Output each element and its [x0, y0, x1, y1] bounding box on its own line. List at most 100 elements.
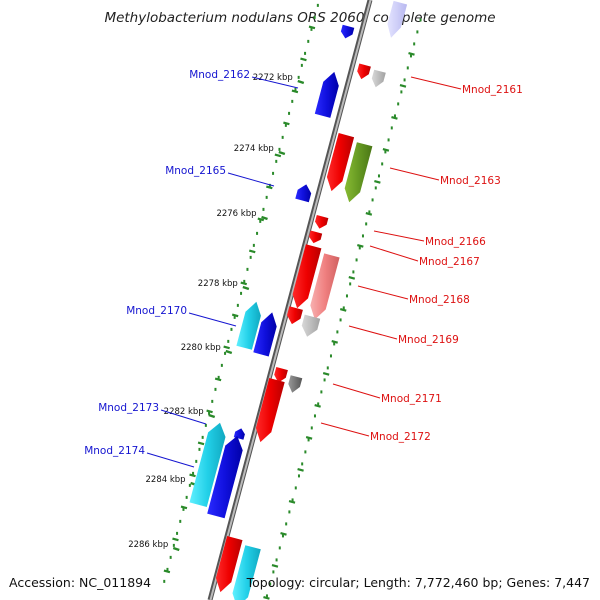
rail-dot [243, 279, 246, 283]
gene-arrow-mnod-2168[interactable] [310, 253, 340, 320]
rail-dot [269, 582, 272, 586]
gene-arrow-mnod-2163a[interactable] [326, 133, 355, 192]
rail-dot [227, 339, 230, 343]
gene-label-right[interactable]: Mnod_2166 [425, 236, 486, 248]
rail-dot [288, 510, 291, 514]
rail-dot [371, 198, 374, 202]
gene-features [189, 0, 408, 600]
gene-label-right[interactable]: Mnod_2167 [419, 256, 480, 268]
rail-dot [240, 291, 243, 295]
rail-dot [188, 483, 191, 487]
rail-dot [278, 147, 281, 151]
minor-tick [339, 308, 347, 312]
rail-dot [204, 423, 207, 427]
rail-dot [397, 102, 400, 106]
minor-tick [231, 313, 239, 318]
rail-dot [259, 219, 262, 223]
rail-dot [307, 438, 310, 442]
minor-tick [206, 409, 213, 414]
rail-dot [339, 318, 342, 322]
rail-dot [249, 255, 252, 259]
gene-arrow-mnod-2170[interactable] [236, 301, 261, 350]
gene-arrow-mnod-2167[interactable] [309, 230, 323, 244]
gene-arrow-mnod-2172[interactable] [255, 378, 285, 443]
label-leader [251, 76, 299, 89]
rail-dot [294, 87, 297, 91]
gene-label-right[interactable]: Mnod_2161 [462, 84, 523, 96]
minor-tick [374, 180, 381, 184]
gene-arrow[interactable] [215, 536, 243, 593]
rail-dot [275, 558, 278, 562]
label-leader [348, 325, 398, 340]
label-leader [320, 422, 370, 437]
rail-dot [300, 63, 303, 67]
tick-mark [297, 79, 305, 85]
gene-arrow[interactable] [288, 375, 303, 393]
minor-tick [172, 537, 179, 542]
gene-arrow-mnod-2171[interactable] [274, 367, 288, 383]
gene-arrow[interactable] [371, 69, 386, 88]
gene-arrow-mnod-2162[interactable] [314, 71, 339, 118]
rail-dot [310, 426, 313, 430]
gene-arrow-mnod-2174[interactable] [207, 435, 243, 519]
rail-dot [278, 546, 281, 550]
rail-dot [198, 447, 201, 451]
gene-label-left[interactable]: Mnod_2170 [126, 305, 187, 317]
gene-arrow[interactable] [232, 545, 261, 600]
tick-label: 2278 kbp [198, 279, 238, 289]
rail-dot [320, 390, 323, 394]
rail-dot [419, 18, 422, 22]
rail-dot [403, 78, 406, 82]
rail-dot [284, 123, 287, 127]
rail-dot [409, 54, 412, 58]
rail-dot [313, 15, 316, 19]
tick-label: 2282 kbp [164, 407, 204, 417]
rail-dot [406, 66, 409, 70]
gene-arrow-mnod-2173[interactable] [189, 422, 226, 507]
label-leader [227, 172, 275, 187]
minor-tick [163, 569, 171, 574]
gene-label-left[interactable]: Mnod_2173 [98, 402, 159, 414]
rail-dot [387, 138, 390, 142]
rail-dot [390, 126, 393, 130]
minor-tick [357, 244, 364, 248]
rail-dot [288, 111, 291, 115]
gene-label-right[interactable]: Mnod_2172 [370, 431, 431, 443]
tick-mark [278, 150, 286, 156]
minor-tick [240, 281, 248, 286]
tick-mark [172, 546, 180, 552]
gene-arrow-mnod-2165[interactable] [295, 184, 312, 203]
tick-rails [163, 3, 422, 598]
gene-arrow-mnod-2161[interactable] [357, 63, 371, 80]
gene-arrow-mnod-2163[interactable] [344, 142, 373, 203]
rail-dot [268, 183, 271, 187]
minor-tick [291, 89, 299, 94]
tick-mark [225, 349, 233, 355]
gene-arrow-mnod-2169[interactable] [301, 314, 321, 337]
rail-dot [172, 543, 175, 547]
gene-label-right[interactable]: Mnod_2171 [381, 393, 442, 405]
gene-label-right[interactable]: Mnod_2168 [409, 294, 470, 306]
rail-dot [195, 459, 198, 463]
gene-label-left[interactable]: Mnod_2162 [189, 69, 250, 81]
rail-dot [272, 171, 275, 175]
rail-dot [345, 294, 348, 298]
rail-dot [236, 303, 239, 307]
genome-summary: Topology: circular; Length: 7,772,460 bp… [246, 575, 590, 590]
gene-arrow[interactable] [387, 0, 408, 38]
gene-label-right[interactable]: Mnod_2169 [398, 334, 459, 346]
minor-tick [223, 345, 230, 350]
rail-dot [400, 90, 403, 94]
gene-arrow-mnod-2166[interactable] [315, 215, 329, 229]
gene-label-right[interactable]: Mnod_2163 [440, 175, 501, 187]
rail-dot [323, 378, 326, 382]
rail-dot [166, 567, 169, 571]
rail-dot [349, 282, 352, 286]
gene-label-left[interactable]: Mnod_2174 [84, 445, 145, 457]
gene-arrow[interactable] [287, 306, 303, 325]
gene-label-left[interactable]: Mnod_2165 [165, 165, 226, 177]
gene-arrow[interactable] [253, 312, 277, 357]
gene-arrow[interactable] [340, 24, 355, 39]
gene-arrow-mnod-2168a[interactable] [292, 244, 322, 309]
minor-tick [308, 25, 316, 30]
